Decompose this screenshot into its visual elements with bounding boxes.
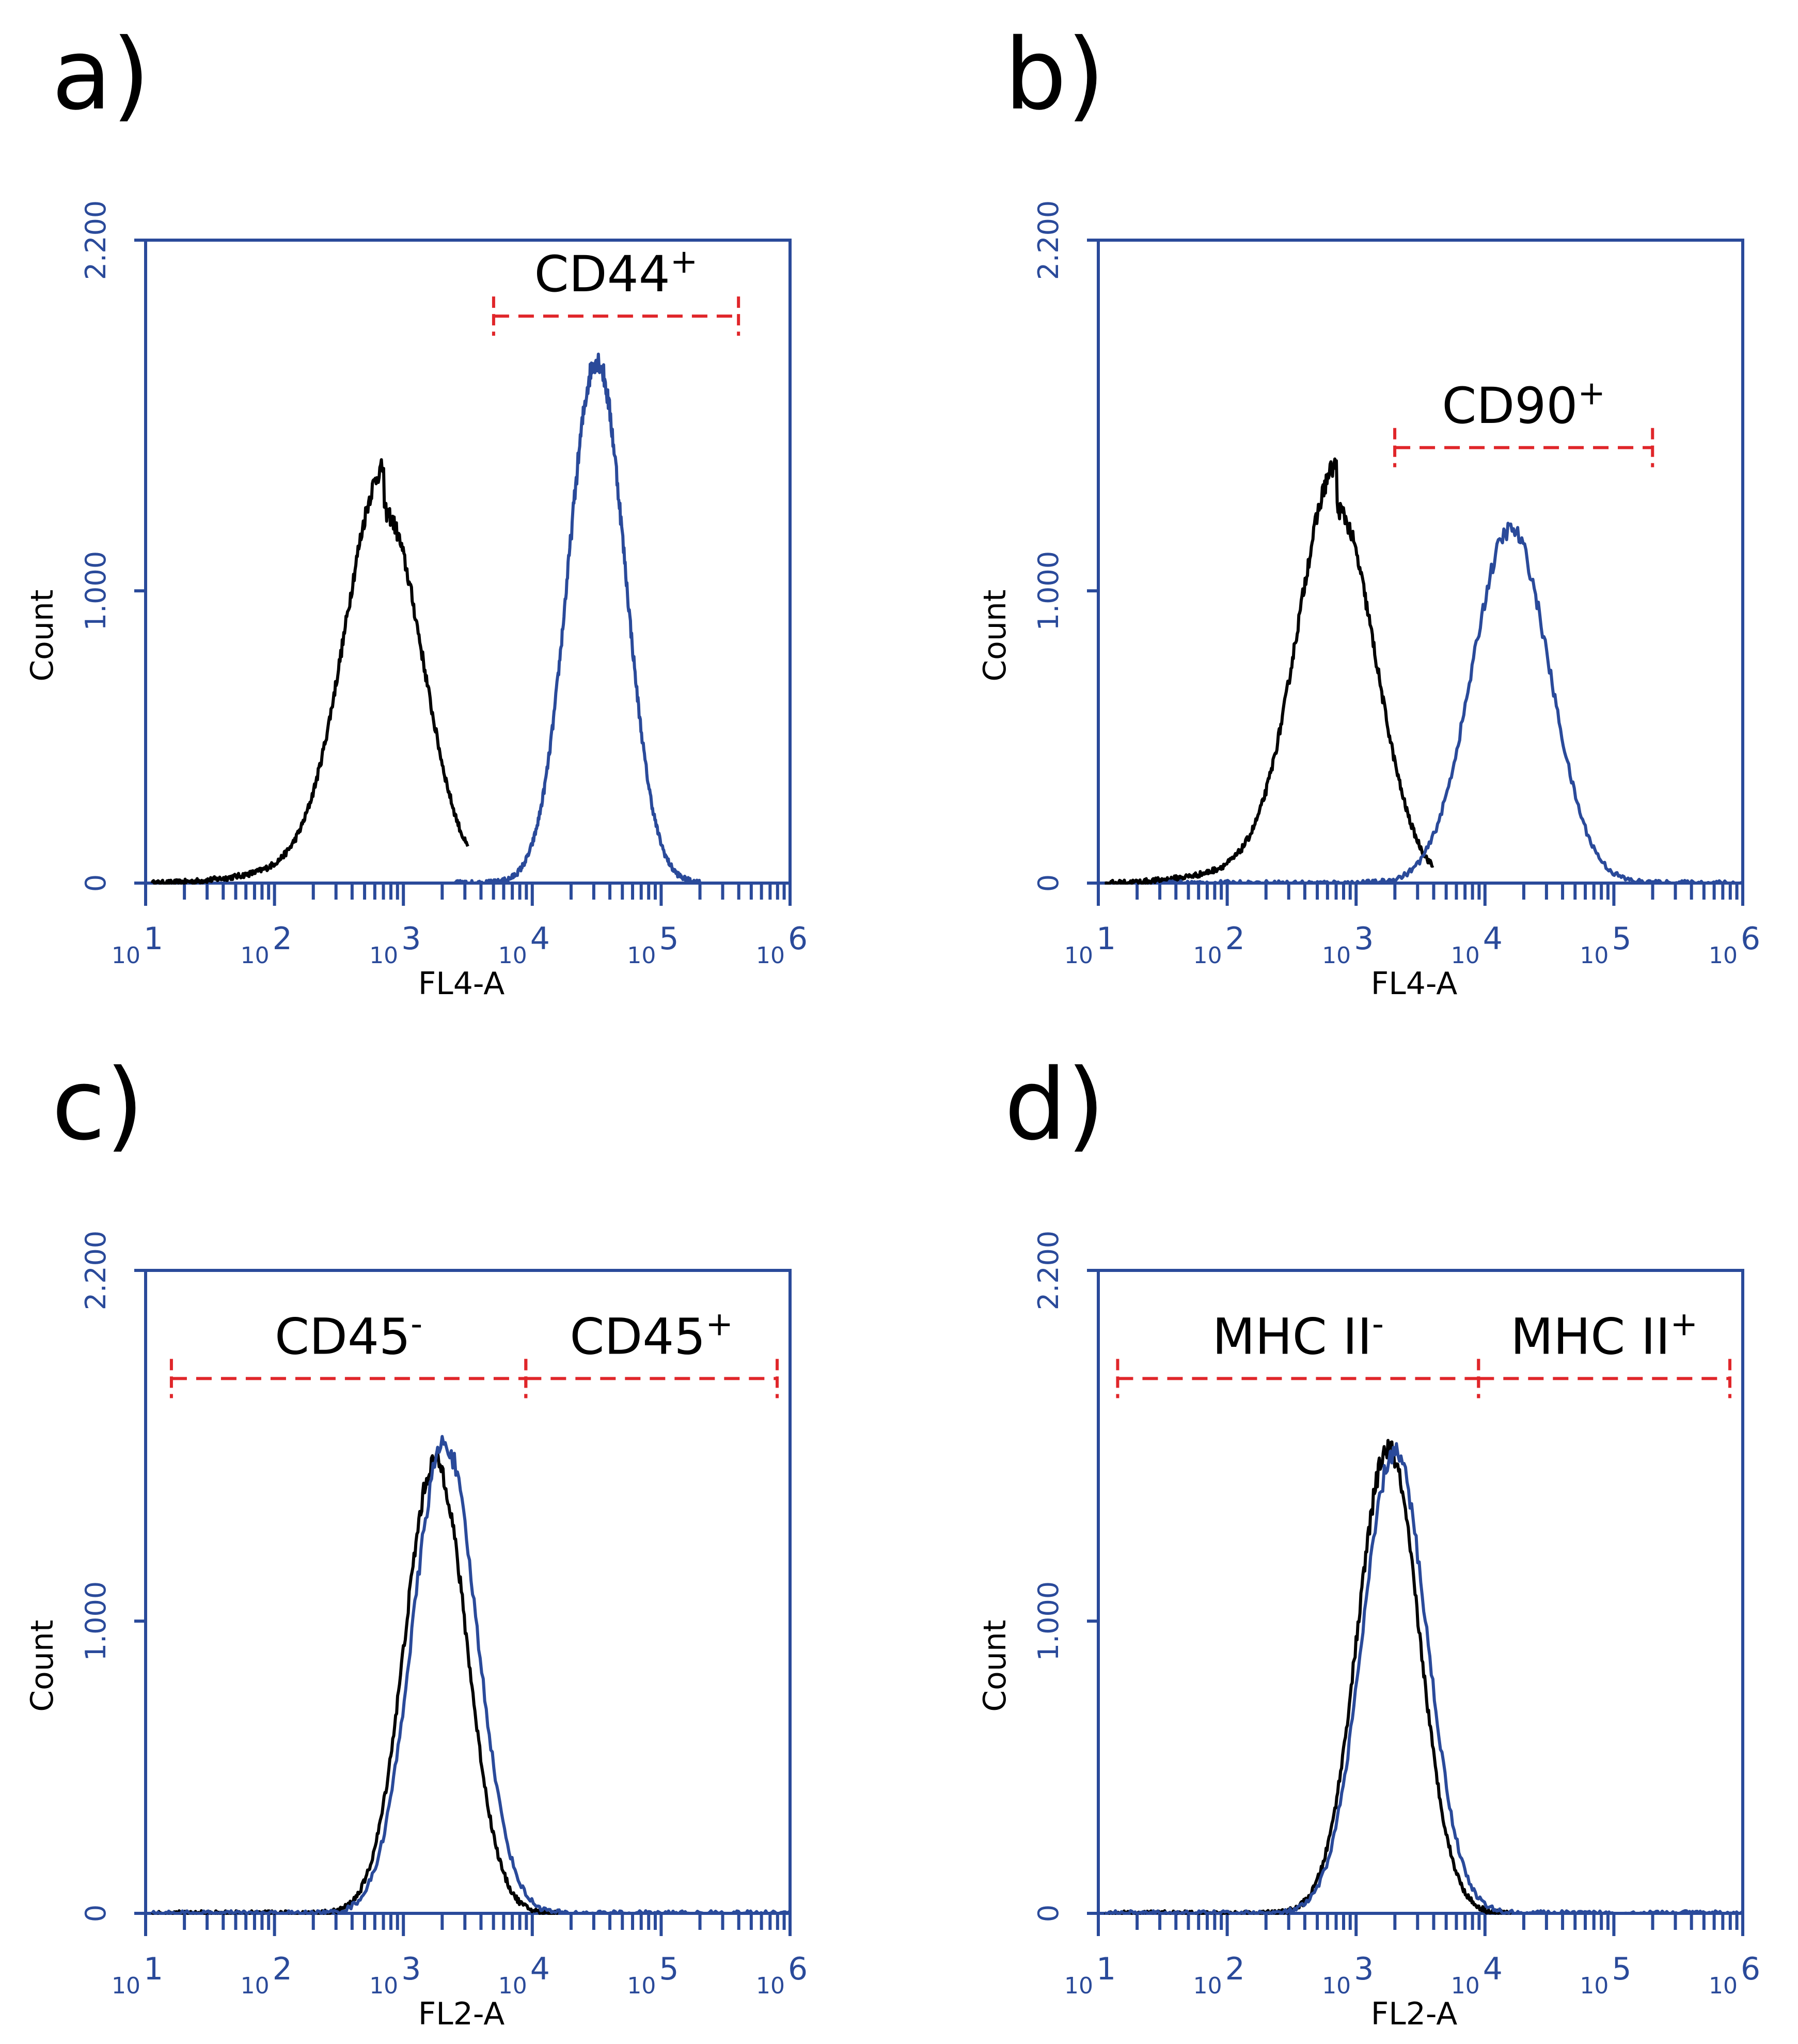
y-tick-label: 0 bbox=[80, 1905, 112, 1922]
x-tick-exponent: 6 bbox=[1741, 921, 1760, 957]
x-axis-title: FL4-A bbox=[418, 966, 505, 1002]
series-control bbox=[1104, 457, 1434, 885]
y-axis-title: Count bbox=[24, 1620, 60, 1712]
y-tick-label: 2.200 bbox=[1032, 1231, 1065, 1311]
x-tick-label: 10 bbox=[1451, 942, 1480, 969]
x-tick-exponent: 6 bbox=[788, 1951, 808, 1987]
x-tick-exponent: 3 bbox=[401, 921, 421, 957]
x-tick-label: 10 bbox=[756, 942, 785, 969]
x-tick-exponent: 5 bbox=[659, 921, 679, 957]
x-tick-label: 10 bbox=[627, 1973, 656, 1999]
y-tick-label: 0 bbox=[1032, 1905, 1065, 1922]
series-control bbox=[151, 1449, 559, 1915]
x-tick-label: 10 bbox=[1193, 1973, 1222, 1999]
y-tick-label: 0 bbox=[1032, 874, 1065, 892]
x-tick-label: 10 bbox=[112, 942, 140, 969]
x-tick-label: 10 bbox=[241, 942, 270, 969]
x-tick-exponent: 4 bbox=[1483, 921, 1503, 957]
x-tick-exponent: 6 bbox=[788, 921, 808, 957]
x-tick-label: 10 bbox=[756, 1973, 785, 1999]
gate-label: CD45- bbox=[275, 1305, 422, 1365]
x-tick-label: 10 bbox=[112, 1973, 140, 1999]
x-tick-exponent: 5 bbox=[1612, 921, 1631, 957]
x-axis-title: FL2-A bbox=[418, 1996, 505, 2032]
x-tick-exponent: 1 bbox=[144, 921, 163, 957]
x-tick-label: 10 bbox=[627, 942, 656, 969]
gate-label: MHC II- bbox=[1212, 1305, 1384, 1365]
y-tick-label: 1.000 bbox=[80, 551, 112, 631]
x-tick-exponent: 1 bbox=[1096, 921, 1116, 957]
x-tick-label: 10 bbox=[498, 1973, 527, 1999]
plot-frame bbox=[1097, 239, 1744, 885]
series-stained bbox=[453, 352, 702, 885]
gate-label: CD44+ bbox=[534, 243, 698, 303]
x-axis-title: FL4-A bbox=[1371, 966, 1458, 1002]
y-tick-label: 0 bbox=[80, 874, 112, 892]
series-control bbox=[150, 458, 469, 885]
x-tick-exponent: 2 bbox=[1225, 921, 1245, 957]
x-tick-exponent: 1 bbox=[144, 1951, 163, 1987]
y-axis-title: Count bbox=[977, 590, 1013, 682]
x-tick-exponent: 3 bbox=[1354, 1951, 1374, 1987]
y-tick-label: 1.000 bbox=[80, 1581, 112, 1661]
x-tick-label: 10 bbox=[241, 1973, 270, 1999]
y-tick-label: 2.200 bbox=[80, 200, 112, 280]
x-tick-exponent: 2 bbox=[1225, 1951, 1245, 1987]
gate-label: MHC II+ bbox=[1510, 1305, 1698, 1365]
x-tick-label: 10 bbox=[369, 942, 398, 969]
y-tick-label: 1.000 bbox=[1032, 551, 1065, 631]
panel-label: c) bbox=[52, 1048, 144, 1162]
x-tick-exponent: 4 bbox=[1483, 1951, 1503, 1987]
x-tick-label: 10 bbox=[1709, 1973, 1738, 1999]
panel-label: a) bbox=[52, 18, 150, 132]
x-tick-label: 10 bbox=[1322, 1973, 1351, 1999]
plot-frame bbox=[1097, 1269, 1744, 1915]
x-tick-exponent: 1 bbox=[1096, 1951, 1116, 1987]
panel-label: b) bbox=[1004, 18, 1105, 132]
series-stained bbox=[151, 1435, 791, 1915]
x-tick-exponent: 2 bbox=[273, 1951, 292, 1987]
panel-label: d) bbox=[1004, 1048, 1105, 1162]
y-tick-label: 2.200 bbox=[80, 1231, 112, 1311]
x-tick-label: 10 bbox=[1451, 1973, 1480, 1999]
x-tick-exponent: 3 bbox=[1354, 921, 1374, 957]
x-tick-exponent: 6 bbox=[1741, 1951, 1760, 1987]
series-control bbox=[1103, 1439, 1512, 1915]
x-tick-exponent: 4 bbox=[530, 1951, 550, 1987]
x-tick-label: 10 bbox=[1064, 942, 1093, 969]
x-tick-label: 10 bbox=[1322, 942, 1351, 969]
y-tick-label: 2.200 bbox=[1032, 200, 1065, 280]
y-axis-title: Count bbox=[977, 1620, 1013, 1712]
x-tick-exponent: 5 bbox=[1612, 1951, 1631, 1987]
plot-frame bbox=[144, 1269, 792, 1915]
x-tick-label: 10 bbox=[369, 1973, 398, 1999]
gate-label: CD90+ bbox=[1442, 374, 1605, 435]
x-tick-label: 10 bbox=[1580, 942, 1608, 969]
series-stained bbox=[1162, 522, 1743, 885]
x-axis-title: FL2-A bbox=[1371, 1996, 1458, 2032]
x-tick-exponent: 5 bbox=[659, 1951, 679, 1987]
series-stained bbox=[1105, 1442, 1744, 1915]
x-tick-label: 10 bbox=[1064, 1973, 1093, 1999]
x-tick-exponent: 2 bbox=[273, 921, 292, 957]
gate-label: CD45+ bbox=[570, 1305, 733, 1365]
x-tick-label: 10 bbox=[1580, 1973, 1608, 1999]
y-tick-label: 1.000 bbox=[1032, 1581, 1065, 1661]
x-tick-label: 10 bbox=[498, 942, 527, 969]
plot-frame bbox=[144, 239, 792, 885]
x-tick-label: 10 bbox=[1193, 942, 1222, 969]
x-tick-label: 10 bbox=[1709, 942, 1738, 969]
x-tick-exponent: 3 bbox=[401, 1951, 421, 1987]
y-axis-title: Count bbox=[24, 590, 60, 682]
x-tick-exponent: 4 bbox=[530, 921, 550, 957]
